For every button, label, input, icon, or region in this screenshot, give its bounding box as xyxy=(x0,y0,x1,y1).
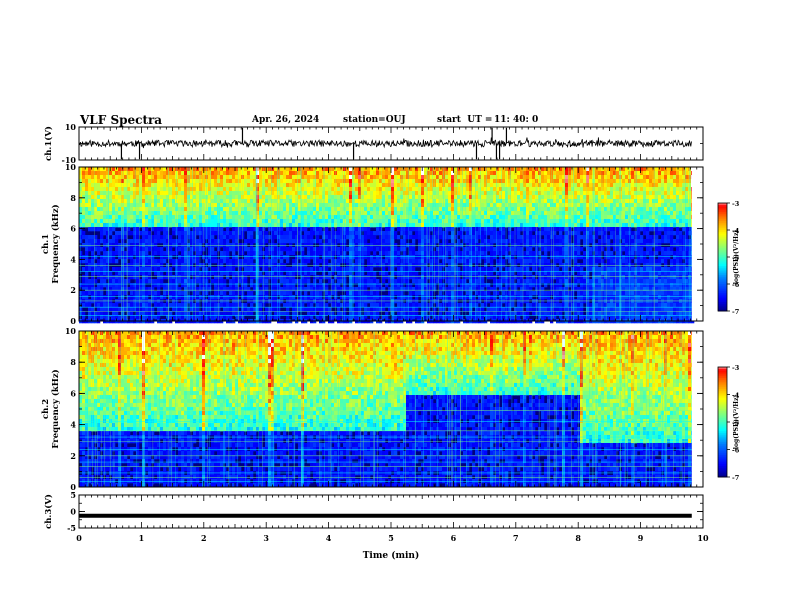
ch1-spectrogram-ylabel: ch.1 Frequency (kHz) xyxy=(41,204,61,283)
y-tick-label: 10 xyxy=(65,326,77,336)
x-tick-label: 2 xyxy=(201,533,207,543)
y-tick-label: 4 xyxy=(70,420,76,430)
y-tick-label: 10 xyxy=(65,122,77,132)
x-axis-label: Time (min) xyxy=(363,550,420,561)
ch2-spectrogram xyxy=(79,331,703,487)
ch2-spectrogram-ylabel: ch.2 Frequency (kHz) xyxy=(41,369,61,448)
x-tick-label: 0 xyxy=(76,533,82,543)
ch2-spectrogram-colorbar-label: log(PSD)(V²/Hz) xyxy=(733,395,740,450)
x-tick-label: 10 xyxy=(697,533,709,543)
x-tick-label: 5 xyxy=(388,533,394,543)
y-tick-label: -5 xyxy=(67,523,76,533)
x-tick-label: 9 xyxy=(638,533,644,543)
x-tick-label: 6 xyxy=(451,533,457,543)
y-tick-label: 0 xyxy=(70,507,76,517)
x-tick-label: 3 xyxy=(263,533,269,543)
x-tick-label: 4 xyxy=(326,533,332,543)
x-tick-label: 1 xyxy=(139,533,145,543)
x-tick-label: 8 xyxy=(575,533,581,543)
y-tick-label: 5 xyxy=(70,490,76,500)
y-tick-label: 6 xyxy=(70,224,76,234)
svg-text:ch.1(V): ch.1(V) xyxy=(43,126,54,161)
y-tick-label: 2 xyxy=(70,285,76,295)
y-tick-label: 6 xyxy=(70,388,76,398)
colorbar-tick-label: -3 xyxy=(732,200,740,208)
colorbar-tick-label: -7 xyxy=(732,474,739,482)
y-tick-label: 8 xyxy=(70,357,76,367)
x-tick-label: 7 xyxy=(513,533,519,543)
y-tick-label: 4 xyxy=(70,254,76,264)
ch1-ylabel: ch.1(V) xyxy=(43,126,54,161)
y-tick-label: 10 xyxy=(65,162,77,172)
y-tick-label: 8 xyxy=(70,193,76,203)
colorbar-tick-label: -3 xyxy=(732,364,740,372)
colorbar-tick-label: -7 xyxy=(732,308,739,316)
ch1-spectrogram-colorbar-label: log(PSD)(V²/Hz) xyxy=(733,230,740,285)
y-tick-label: 0 xyxy=(70,316,76,326)
ch1-spectrogram xyxy=(79,167,703,323)
ch3-ylabel: ch.3(V) xyxy=(43,494,54,529)
y-tick-label: 2 xyxy=(70,451,76,461)
